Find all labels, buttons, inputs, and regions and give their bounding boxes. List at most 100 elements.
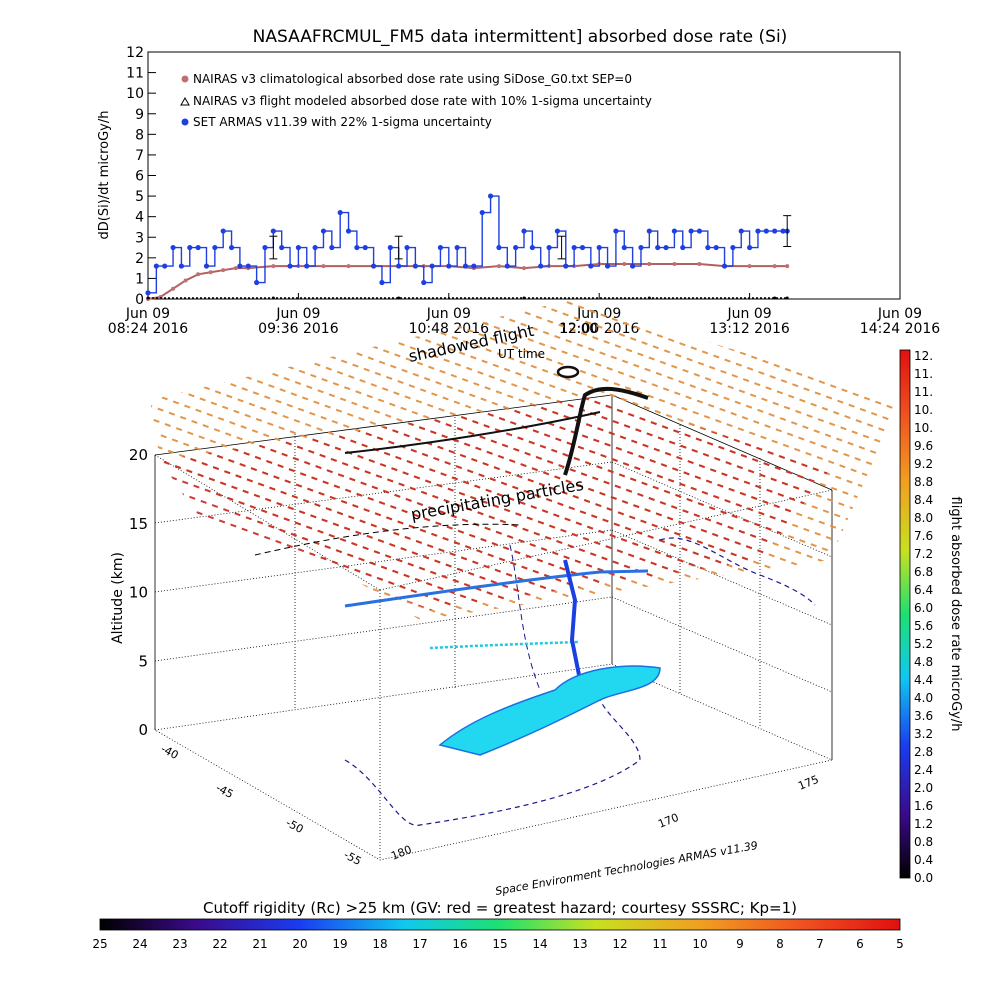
data-point xyxy=(563,263,569,269)
data-point xyxy=(262,244,268,251)
data-point xyxy=(270,228,276,234)
colorbar-tick-label: 12 xyxy=(612,937,627,951)
colorbar-tick-label: 3.2 xyxy=(914,727,933,741)
x-tick-date: Jun 09 xyxy=(727,306,772,322)
data-point xyxy=(647,296,651,300)
lon-tick-label: 180 xyxy=(389,843,413,863)
data-point xyxy=(672,262,677,267)
data-point xyxy=(312,244,318,251)
lat-axis: -40 -45 -50 -55 xyxy=(159,742,364,868)
colorbar-label: flight absorbed dose rate microGy/h xyxy=(948,497,963,732)
y-tick-label: 9 xyxy=(135,107,144,123)
data-point xyxy=(329,244,335,251)
lon-tick-label: 170 xyxy=(656,811,680,831)
y-tick-label: 3 xyxy=(135,230,144,246)
data-point xyxy=(479,209,485,216)
legend-item-climatological: NAIRAS v3 climatological absorbed dose r… xyxy=(181,72,632,86)
data-point xyxy=(696,228,703,234)
colorbar-tick-label: 21 xyxy=(252,937,267,951)
colorbar-tick-label: 2.8 xyxy=(914,745,933,759)
series-armas xyxy=(148,195,788,294)
data-point xyxy=(187,244,193,251)
colorbar-tick-label: 3.6 xyxy=(914,709,933,723)
data-point xyxy=(538,263,544,269)
colorbar-tick-label: 6.0 xyxy=(914,601,933,615)
x-tick-date: Jun 09 xyxy=(275,306,320,322)
colorbar-tick-label: 10. xyxy=(914,403,933,417)
data-point xyxy=(522,296,526,300)
y-tick-label: 7 xyxy=(135,148,144,164)
data-point xyxy=(203,263,210,269)
data-point xyxy=(396,263,402,269)
data-point xyxy=(287,263,293,269)
data-point xyxy=(785,296,789,300)
data-point xyxy=(496,264,501,269)
data-point xyxy=(254,279,260,286)
data-point xyxy=(588,263,594,269)
x-tick-date: Jun 09 xyxy=(426,306,471,322)
colorbar-label: Cutoff rigidity (Rc) >25 km (GV: red = g… xyxy=(203,899,797,917)
data-point xyxy=(245,263,251,269)
flight-segment-low xyxy=(429,640,579,650)
plot-series xyxy=(145,193,792,301)
y-tick-label: 0 xyxy=(135,292,144,308)
data-point xyxy=(412,263,418,269)
data-point xyxy=(295,244,301,251)
colorbar-tick-label: 5 xyxy=(896,937,904,951)
data-point xyxy=(145,290,151,296)
data-point xyxy=(688,228,694,234)
colorbar-gradient xyxy=(99,918,901,931)
colorbar-tick-label: 19 xyxy=(332,937,347,951)
data-point xyxy=(522,266,526,271)
colorbar-tick-label: 1.6 xyxy=(914,799,933,813)
data-point xyxy=(228,244,235,251)
colorbar-tick-label: 11. xyxy=(914,385,933,399)
data-point xyxy=(397,296,401,300)
colorbar-tick-label: 7 xyxy=(816,937,824,951)
colorbar-tick-label: 0.4 xyxy=(914,853,933,867)
colorbar-tick-label: 14 xyxy=(532,937,547,951)
colorbar-tick-label: 5.2 xyxy=(914,637,933,651)
z-tick-label: 15 xyxy=(129,515,148,533)
y-tick-label: 10 xyxy=(126,86,144,102)
data-point xyxy=(271,296,275,300)
data-point xyxy=(697,262,702,267)
colorbar-tick-label: 5.6 xyxy=(914,619,933,633)
legend-item-armas: SET ARMAS v11.39 with 22% 1-sigma uncert… xyxy=(181,115,492,129)
colorbar-tick-label: 0.8 xyxy=(914,835,933,849)
plot-frame xyxy=(147,51,901,300)
data-point xyxy=(596,244,602,251)
colorbar-tick-label: 18 xyxy=(372,937,387,951)
data-point xyxy=(747,264,752,269)
data-point xyxy=(713,244,719,251)
colorbar-tick-label: 8.4 xyxy=(914,493,933,507)
data-point xyxy=(604,263,611,269)
data-point xyxy=(437,244,444,251)
data-point xyxy=(362,244,368,251)
lat-tick-label: -55 xyxy=(342,848,364,868)
colorbar-tick-label: 10. xyxy=(914,421,933,435)
data-point xyxy=(621,244,627,251)
data-point xyxy=(546,244,552,251)
data-point xyxy=(646,228,652,234)
y-tick-label: 2 xyxy=(135,251,144,267)
data-point xyxy=(721,263,728,269)
legend: NAIRAS v3 climatological absorbed dose r… xyxy=(180,72,652,129)
ut-time-marker xyxy=(556,365,580,379)
data-point xyxy=(613,228,619,234)
ground-track xyxy=(344,699,641,826)
data-point xyxy=(195,244,201,251)
colorbar-tick-label: 9 xyxy=(736,937,744,951)
y-tick-label: 1 xyxy=(135,271,144,287)
y-axis-label: dD(Si)/dt microGy/h xyxy=(97,111,112,240)
flight-projection-high xyxy=(254,523,521,556)
colorbar-tick-label: 10 xyxy=(692,937,707,951)
x-tick-date: Jun 09 xyxy=(877,306,922,322)
lat-tick-label: -40 xyxy=(159,742,181,762)
colorbar-tick-label: 0.0 xyxy=(914,871,933,885)
legend-marker xyxy=(181,118,189,126)
data-point xyxy=(279,244,285,251)
